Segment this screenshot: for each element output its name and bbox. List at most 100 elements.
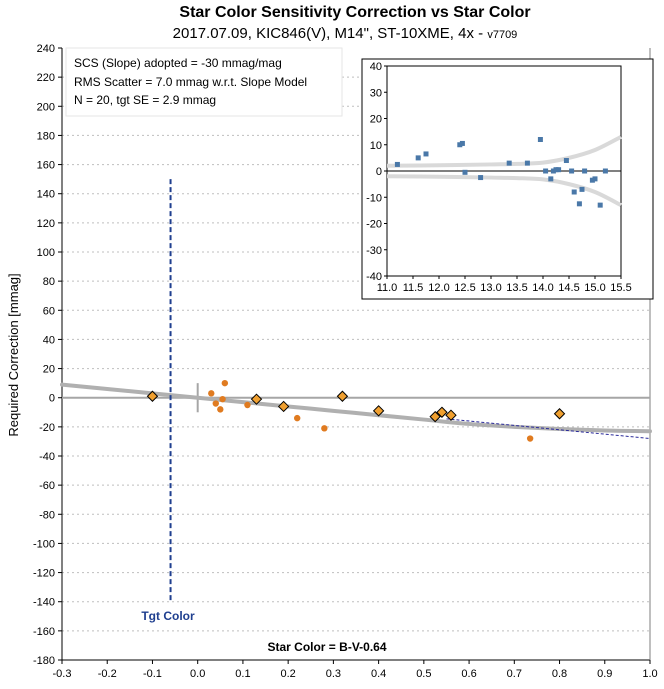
chart-version: v7709: [487, 29, 517, 41]
inset-point: [537, 137, 543, 142]
y-tick-label: 100: [37, 247, 55, 259]
y-tick-label: -80: [39, 509, 55, 521]
inset-chart: -40 -30 -20 -10 0 10 20 30 40 11.0 11.5 12.0 12.5 13…: [361, 58, 654, 300]
inset-point: [548, 176, 554, 182]
y-tick-label: 60: [43, 305, 55, 317]
y-tick-label: 40: [43, 334, 55, 346]
inset-y-tick-label: -30: [366, 245, 382, 257]
diamond-point: [277, 400, 290, 413]
inset-x-tick-label: 11.5: [403, 282, 424, 294]
y-tick-label: 200: [37, 101, 55, 113]
x-tick-label: 0.2: [281, 668, 296, 680]
x-tick-label: 0.7: [507, 668, 522, 680]
y-tick-label: -120: [33, 568, 55, 580]
chart-subtitle-text: 2017.07.09, KIC846(V), M14", ST-10XME, 4…: [173, 25, 475, 42]
x-tick-label: -0.2: [98, 668, 117, 680]
x-tick-label: 1.0: [642, 668, 657, 680]
info-line-slope: SCS (Slope) adopted = -30 mmag/mag: [74, 56, 282, 70]
inset-point: [462, 169, 468, 175]
x-tick-label: 0.6: [461, 668, 476, 680]
x-tick-label: -0.3: [53, 668, 72, 680]
chart-title: Star Color Sensitivity Correction vs Sta…: [179, 4, 530, 21]
x-tick-label: 0.8: [552, 668, 567, 680]
main-y-tick-labels: -180 -160 -140 -120 -100 -80 -60 -40 -20 0 20 40 60 8…: [33, 43, 55, 667]
circle-point: [217, 406, 224, 413]
y-tick-label: -140: [33, 597, 55, 609]
y-tick-label: -160: [33, 626, 55, 638]
inset-x-tick-label: 14.5: [558, 282, 579, 294]
inset-point: [423, 151, 429, 157]
circle-point: [208, 390, 215, 397]
inset-point: [576, 201, 582, 207]
inset-point: [556, 167, 562, 173]
inset-point: [589, 177, 595, 183]
diamond-point: [250, 393, 263, 405]
x-tick-label: -0.1: [143, 668, 162, 680]
x-tick-label: 0.0: [190, 668, 205, 680]
inset-point: [457, 142, 463, 148]
inset-point: [597, 202, 603, 208]
inset-point: [415, 155, 421, 161]
y-tick-label: -100: [33, 538, 55, 550]
circle-point: [212, 400, 219, 407]
inset-x-tick-labels: 11.0 11.5 12.0 12.5 13.0 13.5 14.0 14.5 15.0 15.5: [377, 282, 632, 294]
linear-fit-line: [446, 418, 651, 440]
inset-point: [543, 168, 549, 174]
x-tick-label: 0.1: [235, 668, 250, 680]
inset-x-tick-label: 15.0: [584, 282, 605, 294]
y-tick-label: 80: [43, 276, 55, 288]
y-tick-label: -180: [33, 655, 55, 667]
inset-x-tick-label: 13.5: [506, 282, 527, 294]
circle-point: [221, 379, 229, 387]
diamond-point: [445, 409, 457, 421]
x-tick-label: 0.4: [371, 668, 386, 680]
diamond-point: [436, 406, 448, 418]
inset-y-tick-label: -40: [366, 271, 382, 283]
diamond-point: [553, 408, 566, 420]
y-tick-label: 140: [37, 189, 55, 201]
inset-x-tick-label: 14.0: [532, 282, 553, 294]
diamond-point: [146, 390, 159, 402]
inset-y-tick-label: 0: [376, 166, 382, 178]
circle-point: [294, 414, 301, 422]
chart-subtitle: 2017.07.09, KIC846(V), M14", ST-10XME, 4…: [173, 25, 518, 42]
circle-point: [244, 401, 251, 409]
y-tick-label: -40: [39, 451, 55, 463]
y-tick-label: 220: [37, 72, 55, 84]
inset-point: [394, 161, 400, 167]
x-tick-label: 0.5: [416, 668, 431, 680]
main-series: [60, 179, 652, 602]
inset-point: [579, 186, 585, 192]
diamond-point: [372, 405, 385, 417]
inset-y-tick-label: -10: [366, 192, 382, 204]
y-tick-label: 0: [49, 393, 55, 405]
inset-x-tick-label: 15.5: [610, 282, 631, 294]
inset-x-tick-label: 12.0: [428, 282, 449, 294]
y-tick-label: 240: [37, 43, 55, 55]
inset-series: [384, 65, 622, 279]
y-tick-label: 180: [37, 130, 55, 142]
inset-x-tick-label: 13.0: [480, 282, 501, 294]
inset-point: [602, 168, 608, 174]
inset-point: [478, 175, 484, 181]
y-tick-label: 160: [37, 160, 55, 172]
info-box: SCS (Slope) adopted = -30 mmag/mag RMS S…: [65, 47, 343, 117]
inset-point: [592, 176, 598, 182]
info-line-count: N = 20, tgt SE = 2.9 mmag: [74, 93, 216, 107]
inset-y-tick-label: 30: [370, 87, 382, 99]
y-tick-label: 120: [37, 218, 55, 230]
y-tick-label: 20: [43, 364, 55, 376]
circle-point: [321, 425, 328, 432]
info-box-frame: [65, 47, 343, 117]
diamond-point: [429, 410, 441, 423]
inset-y-tick-label: -20: [366, 219, 382, 231]
inset-point: [550, 168, 556, 174]
inset-point: [524, 160, 530, 166]
x-tick-label: 0.9: [597, 668, 612, 680]
inset-point: [582, 168, 588, 174]
inset-y-tick-label: 10: [370, 140, 382, 152]
diamond-point: [336, 390, 349, 402]
inset-point: [571, 189, 577, 195]
target-color-label: Tgt Color: [141, 609, 195, 623]
